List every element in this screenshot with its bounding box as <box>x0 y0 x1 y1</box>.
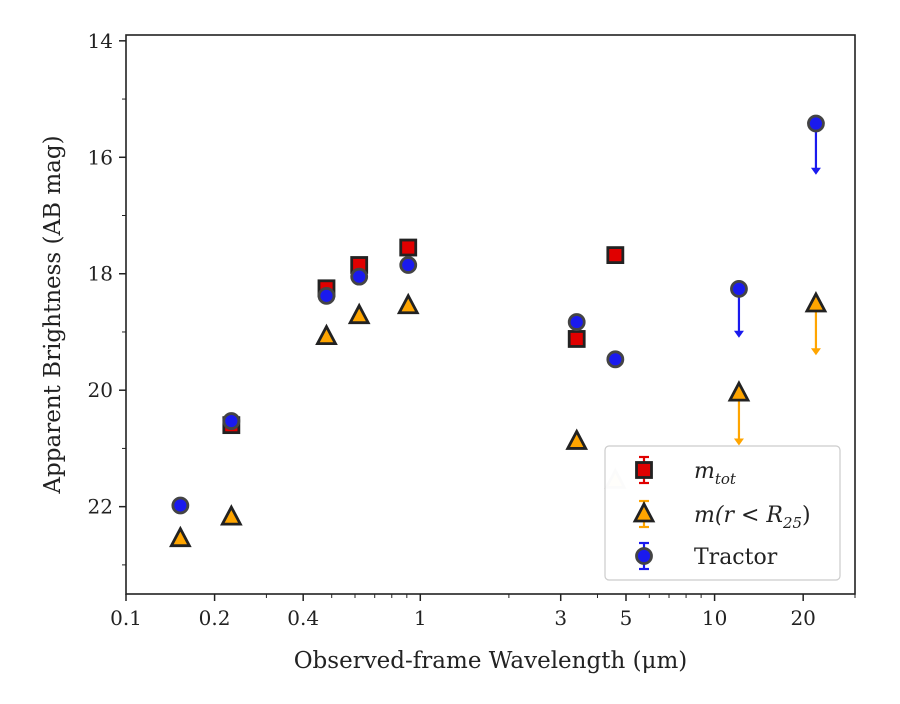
legend-box <box>604 445 841 581</box>
x-axis-label: Observed-frame Wavelength (μm) <box>294 648 688 674</box>
legend-square-marker <box>635 461 653 479</box>
legend-label: Tractor <box>694 545 778 570</box>
triangle-data-point <box>315 323 338 346</box>
triangle-upper-limit-arrow-head <box>733 438 744 446</box>
plot-frame <box>125 34 856 595</box>
legend-label-subscript: 25 <box>782 514 802 532</box>
y-tick-label: 16 <box>88 145 113 169</box>
circle-data-point <box>171 496 190 515</box>
circle-upper-limit-arrow-head <box>733 330 744 338</box>
legend-label-main: m(r < R <box>694 503 783 528</box>
triangle-data-point <box>396 292 420 315</box>
series-triangle <box>169 291 828 548</box>
axis-tick-labels: 14 16 18 20 22 0.1 0.2 0.4 1 3 5 10 20 <box>88 29 816 630</box>
y-axis-label: Apparent Brightness (AB mag) <box>40 135 66 494</box>
circle-data-point <box>350 267 369 286</box>
circle-data-point <box>222 412 241 430</box>
legend-triangle-marker <box>632 501 656 523</box>
legend-label-suffix: ) <box>802 503 811 528</box>
legend-label: m(r < R25) <box>694 503 811 532</box>
square-data-point <box>567 330 586 348</box>
legend-circle-marker <box>635 547 653 565</box>
x-tick-label: 5 <box>620 606 633 630</box>
y-tick-label: 22 <box>88 495 113 519</box>
legend-label-subscript: tot <box>715 470 737 488</box>
y-tick-label: 14 <box>88 29 113 53</box>
x-tick-label: 20 <box>790 606 815 630</box>
x-tick-label: 10 <box>702 606 727 630</box>
triangle-data-point <box>727 380 751 402</box>
circle-data-point <box>317 286 336 305</box>
y-tick-label: 18 <box>88 262 113 286</box>
x-tick-label: 0.2 <box>199 606 231 630</box>
legend-label: mtot <box>694 459 737 488</box>
data-markers <box>169 114 828 548</box>
triangle-data-point <box>347 302 371 325</box>
triangle-upper-limit-arrow-head <box>810 348 821 356</box>
x-tick-label: 0.4 <box>287 606 319 630</box>
circle-data-point <box>807 114 825 133</box>
x-tick-label: 0.1 <box>110 606 142 630</box>
legend-label-main: m <box>694 459 715 484</box>
square-data-point <box>606 246 625 265</box>
series-circle <box>171 114 825 515</box>
square-data-point <box>399 238 418 257</box>
triangle-data-point <box>169 525 192 548</box>
circle-data-point <box>567 313 586 331</box>
triangle-data-point <box>804 291 828 313</box>
circle-data-point <box>606 350 625 369</box>
series-square <box>222 238 625 435</box>
triangle-data-point <box>565 428 589 450</box>
triangle-data-point <box>220 504 243 526</box>
circle-data-point <box>730 279 748 298</box>
legend-label-main: Tractor <box>694 545 778 570</box>
circle-upper-limit-arrow-head <box>810 167 821 175</box>
axis-ticks <box>119 40 856 601</box>
circle-data-point <box>399 256 418 274</box>
legend: mtot m(r < R25) Tractor <box>604 445 841 581</box>
x-tick-label: 1 <box>414 606 427 630</box>
y-tick-label: 20 <box>88 378 113 402</box>
x-tick-label: 3 <box>554 606 567 630</box>
